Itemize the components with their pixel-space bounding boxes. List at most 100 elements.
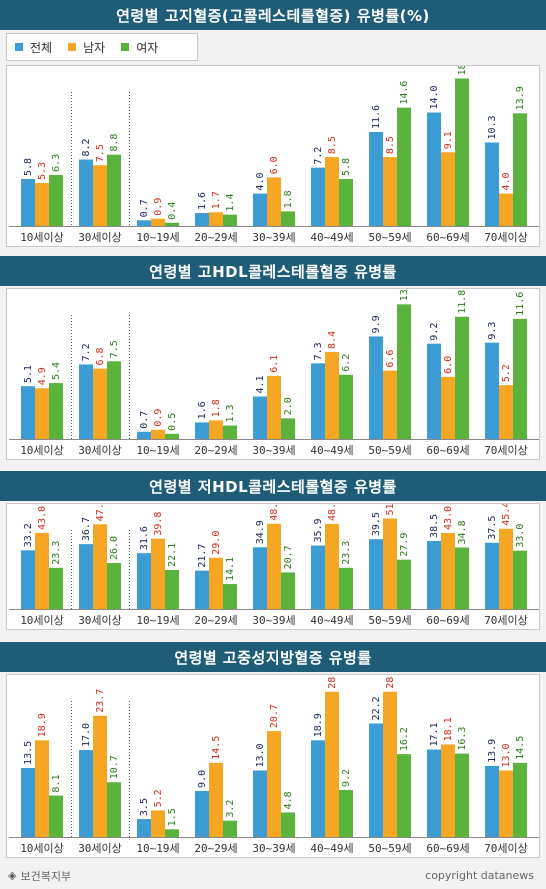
data-label-male: 18.1 [443, 717, 454, 741]
bar-male [93, 524, 107, 609]
bar-female [165, 569, 179, 609]
data-label-total: 10.3 [487, 115, 498, 139]
x-tick-label: 30~39세 [252, 842, 295, 855]
bar-female [513, 550, 527, 609]
bar-total [195, 570, 209, 609]
bar-male [325, 523, 339, 609]
x-tick-label: 70세이상 [484, 842, 528, 855]
bar-female [455, 753, 469, 837]
data-label-total: 3.5 [139, 798, 150, 816]
data-label-total: 7.2 [81, 343, 92, 361]
data-label-female: 11.6 [515, 292, 526, 316]
data-label-female: 14.6 [399, 81, 410, 105]
bar-male [209, 557, 223, 609]
bar-male [35, 740, 49, 837]
x-tick-label: 60~69세 [426, 614, 469, 627]
bar-total [311, 740, 325, 837]
bar-female [339, 178, 353, 226]
x-tick-label: 30~39세 [252, 231, 295, 244]
x-tick-label: 60~69세 [426, 231, 469, 244]
data-label-total: 0.7 [139, 411, 150, 429]
bar-male [499, 770, 513, 837]
bar-male [151, 429, 165, 439]
data-label-female: 0.4 [167, 202, 178, 220]
bar-female [223, 425, 237, 439]
data-label-female: 10.7 [109, 755, 120, 779]
legend-item-female: 여자 [121, 39, 158, 56]
bar-male [441, 744, 455, 837]
data-label-male: 1.7 [211, 191, 222, 209]
data-label-female: 16.2 [399, 727, 410, 751]
bar-total [253, 770, 267, 837]
bar-total [195, 213, 209, 226]
x-tick-label: 30~39세 [252, 444, 295, 457]
data-label-female: 9.2 [341, 769, 352, 787]
bar-female [107, 361, 121, 439]
bar-total [137, 819, 151, 837]
legend-label-male: 남자 [83, 40, 106, 55]
data-label-female: 7.5 [109, 340, 120, 358]
bar-total [311, 545, 325, 609]
data-label-male: 8.5 [385, 136, 396, 154]
data-label-male: 14.5 [211, 736, 222, 760]
bar-male [325, 691, 339, 837]
bar-male [35, 183, 49, 226]
bar-total [485, 765, 499, 837]
data-label-male: 5.3 [37, 162, 48, 180]
data-label-total: 9.0 [197, 770, 208, 788]
data-label-total: 13.9 [487, 739, 498, 763]
bar-female [165, 222, 179, 226]
bar-total [195, 422, 209, 439]
data-label-male: 45.4 [501, 504, 512, 526]
x-tick-label: 10세이상 [20, 614, 64, 627]
bar-female [339, 374, 353, 439]
x-tick-label: 10~19세 [136, 231, 179, 244]
data-label-male: 5.2 [153, 789, 164, 807]
bar-total [79, 364, 93, 439]
x-tick-label: 10세이상 [20, 842, 64, 855]
bar-male [441, 376, 455, 439]
data-label-female: 5.8 [341, 158, 352, 176]
bar-female [49, 383, 63, 439]
data-label-total: 18.9 [313, 713, 324, 737]
x-tick-label: 70세이상 [484, 444, 528, 457]
x-tick-label: 40~49세 [310, 444, 353, 457]
x-tick-label: 70세이상 [484, 231, 528, 244]
data-label-female: 1.4 [225, 194, 236, 212]
bar-total [79, 159, 93, 226]
x-tick-label: 50~59세 [368, 444, 411, 457]
bar-male [151, 538, 165, 609]
data-label-total: 21.7 [197, 544, 208, 568]
bar-total [253, 547, 267, 609]
data-label-male: 13.0 [501, 743, 512, 767]
data-label-female: 16.3 [457, 727, 468, 751]
data-label-male: 8.4 [327, 331, 338, 349]
x-tick-label: 10~19세 [136, 614, 179, 627]
bar-male [325, 351, 339, 439]
bar-total [485, 542, 499, 609]
data-label-female: 13.0 [399, 289, 410, 301]
x-tick-label: 40~49세 [310, 842, 353, 855]
x-tick-label: 30세이상 [78, 842, 122, 855]
data-label-total: 38.5 [429, 514, 440, 538]
bar-male [499, 385, 513, 439]
data-label-male: 4.9 [37, 367, 48, 385]
bar-female [49, 174, 63, 226]
bar-female [397, 107, 411, 226]
data-label-total: 8.2 [81, 138, 92, 156]
bar-total [21, 386, 35, 439]
bar-total [79, 750, 93, 837]
bar-total [137, 553, 151, 609]
data-label-total: 35.9 [313, 518, 324, 542]
bar-total [369, 131, 383, 226]
data-label-male: 8.5 [327, 136, 338, 154]
data-label-total: 31.6 [139, 526, 150, 550]
data-label-male: 20.7 [269, 704, 280, 728]
bar-male [151, 218, 165, 226]
legend-swatch-male [68, 43, 77, 51]
bar-male [499, 528, 513, 609]
bar-male [499, 193, 513, 226]
data-label-female: 1.8 [283, 190, 294, 208]
bar-female [513, 762, 527, 837]
